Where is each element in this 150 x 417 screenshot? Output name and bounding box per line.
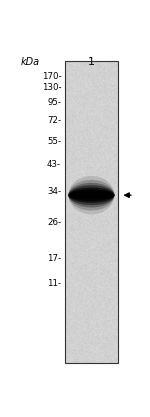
Text: 130-: 130- (42, 83, 61, 93)
Text: 34-: 34- (47, 188, 61, 196)
Text: 72-: 72- (47, 116, 61, 125)
Ellipse shape (68, 180, 114, 211)
Ellipse shape (68, 183, 114, 208)
Bar (65, 61, 118, 363)
Text: kDa: kDa (21, 57, 40, 67)
Text: 17-: 17- (47, 254, 61, 263)
Ellipse shape (68, 191, 114, 199)
Text: 55-: 55- (47, 137, 61, 146)
Text: 95-: 95- (47, 98, 61, 107)
Text: 1: 1 (88, 57, 95, 67)
Ellipse shape (68, 188, 114, 203)
Ellipse shape (68, 189, 114, 201)
Text: 26-: 26- (47, 218, 61, 227)
Text: 43-: 43- (47, 160, 61, 169)
Ellipse shape (68, 176, 114, 214)
Ellipse shape (68, 185, 114, 205)
Text: 170-: 170- (42, 72, 61, 81)
Text: 11-: 11- (47, 279, 61, 288)
